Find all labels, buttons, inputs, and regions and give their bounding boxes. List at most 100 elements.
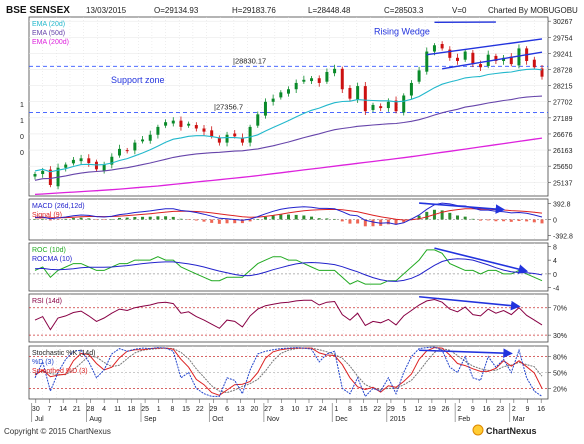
month-label: Sep bbox=[144, 416, 157, 423]
x-tick-label: 22 bbox=[373, 406, 381, 413]
left-axis-label: 0 bbox=[20, 150, 24, 157]
candle-body bbox=[318, 78, 321, 83]
macd-histogram-bar bbox=[372, 220, 375, 227]
macd-histogram-bar bbox=[487, 220, 490, 221]
candle-body bbox=[433, 45, 436, 51]
candle-body bbox=[333, 69, 336, 73]
macd-histogram-bar bbox=[318, 218, 321, 219]
copyright-text: Copyright © 2015 ChartNexus bbox=[4, 427, 111, 436]
y-tick-label: 26163 bbox=[553, 148, 573, 155]
left-axis-label: 1 bbox=[20, 118, 24, 125]
y-tick-label: 0 bbox=[553, 272, 557, 279]
candle-body bbox=[133, 143, 136, 151]
x-tick-label: 23 bbox=[496, 406, 504, 413]
macd-histogram-bar bbox=[80, 218, 83, 220]
legend-entry: EMA (50d) bbox=[32, 30, 65, 37]
macd-histogram-bar bbox=[156, 216, 159, 219]
month-label: Dec bbox=[335, 416, 348, 423]
macd-histogram-bar bbox=[110, 219, 113, 220]
x-tick-label: 24 bbox=[319, 406, 327, 413]
candle-body bbox=[249, 127, 252, 143]
macd-histogram-bar bbox=[525, 220, 528, 222]
x-tick-label: 9 bbox=[471, 406, 475, 413]
chart-title: BSE SENSEX bbox=[6, 5, 70, 16]
annotation-rising-wedge: Rising Wedge bbox=[374, 26, 430, 36]
x-tick-label: 25 bbox=[141, 406, 149, 413]
x-tick-label: 30 bbox=[32, 406, 40, 413]
x-tick-label: 10 bbox=[291, 406, 299, 413]
macd-histogram-bar bbox=[279, 215, 282, 220]
y-tick-label: 25650 bbox=[553, 164, 573, 171]
x-tick-label: 6 bbox=[225, 406, 229, 413]
x-tick-label: 8 bbox=[170, 406, 174, 413]
left-axis-label: 1 bbox=[20, 102, 24, 109]
macd-histogram-bar bbox=[187, 220, 190, 221]
x-tick-label: 9 bbox=[526, 406, 530, 413]
header-low: L=28448.48 bbox=[308, 6, 351, 15]
candle-body bbox=[233, 134, 236, 137]
header-close: C=28503.3 bbox=[384, 6, 424, 15]
macd-histogram-bar bbox=[464, 217, 467, 220]
macd-histogram-bar bbox=[149, 217, 152, 220]
macd-histogram-bar bbox=[302, 215, 305, 219]
legend-entry: EMA (20d) bbox=[32, 21, 65, 28]
x-tick-label: 15 bbox=[360, 406, 368, 413]
y-tick-label: 392.8 bbox=[553, 201, 571, 208]
x-tick-label: 27 bbox=[264, 406, 272, 413]
candle-body bbox=[187, 124, 190, 126]
candle-body bbox=[80, 158, 83, 161]
chartnexus-brand: ChartNexus bbox=[486, 426, 537, 436]
legend-entry: %D (3) bbox=[32, 359, 54, 366]
candle-body bbox=[164, 122, 167, 125]
header-open: O=29134.93 bbox=[154, 6, 199, 15]
panel-roc: ROC (10d)ROCMA (10)840-4 bbox=[29, 243, 559, 293]
macd-histogram-bar bbox=[541, 220, 544, 224]
candle-body bbox=[287, 89, 290, 93]
legend-entry: EMA (200d) bbox=[32, 39, 69, 46]
x-tick-label: 29 bbox=[387, 406, 395, 413]
candle-body bbox=[310, 78, 313, 81]
candle-body bbox=[103, 165, 106, 171]
macd-histogram-bar bbox=[256, 219, 259, 220]
macd-histogram-bar bbox=[341, 220, 344, 222]
candle-body bbox=[264, 102, 267, 116]
level-label-28830: |28830.17 bbox=[233, 56, 266, 65]
macd-histogram-bar bbox=[34, 219, 37, 220]
macd-histogram-bar bbox=[310, 217, 313, 220]
candle-body bbox=[479, 64, 482, 67]
macd-histogram-bar bbox=[57, 220, 60, 221]
x-tick-label: 1 bbox=[157, 406, 161, 413]
x-tick-label: 16 bbox=[483, 406, 491, 413]
candle-body bbox=[118, 149, 121, 156]
macd-histogram-bar bbox=[141, 217, 144, 220]
x-tick-label: 18 bbox=[128, 406, 136, 413]
macd-histogram-bar bbox=[179, 219, 182, 220]
candle-body bbox=[348, 88, 351, 99]
x-tick-label: 11 bbox=[114, 406, 121, 413]
y-tick-label: 27189 bbox=[553, 116, 573, 123]
candle-body bbox=[279, 92, 282, 97]
left-axis-label: 0 bbox=[20, 134, 24, 141]
x-tick-label: 1 bbox=[334, 406, 338, 413]
y-tick-label: 30267 bbox=[553, 19, 573, 26]
x-tick-label: 12 bbox=[414, 406, 422, 413]
x-tick-label: 2 bbox=[512, 406, 516, 413]
macd-histogram-bar bbox=[264, 217, 267, 220]
x-tick-label: 19 bbox=[428, 406, 436, 413]
candle-body bbox=[464, 52, 467, 60]
macd-histogram-bar bbox=[95, 220, 98, 221]
legend-entry: Stochastic %K (14d) bbox=[32, 350, 95, 357]
candle-body bbox=[172, 121, 175, 124]
candle-body bbox=[64, 165, 67, 168]
x-tick-label: 16 bbox=[537, 406, 545, 413]
candle-body bbox=[72, 160, 75, 163]
y-tick-label: 29241 bbox=[553, 51, 573, 58]
macd-histogram-bar bbox=[249, 220, 252, 222]
macd-histogram-bar bbox=[203, 220, 206, 222]
header-high: H=29183.76 bbox=[232, 6, 276, 15]
panel-stochastic: Stochastic %K (14d)%D (3)Smoothed %D (3)… bbox=[29, 346, 567, 399]
candle-body bbox=[302, 80, 305, 82]
macd-histogram-bar bbox=[72, 218, 75, 219]
